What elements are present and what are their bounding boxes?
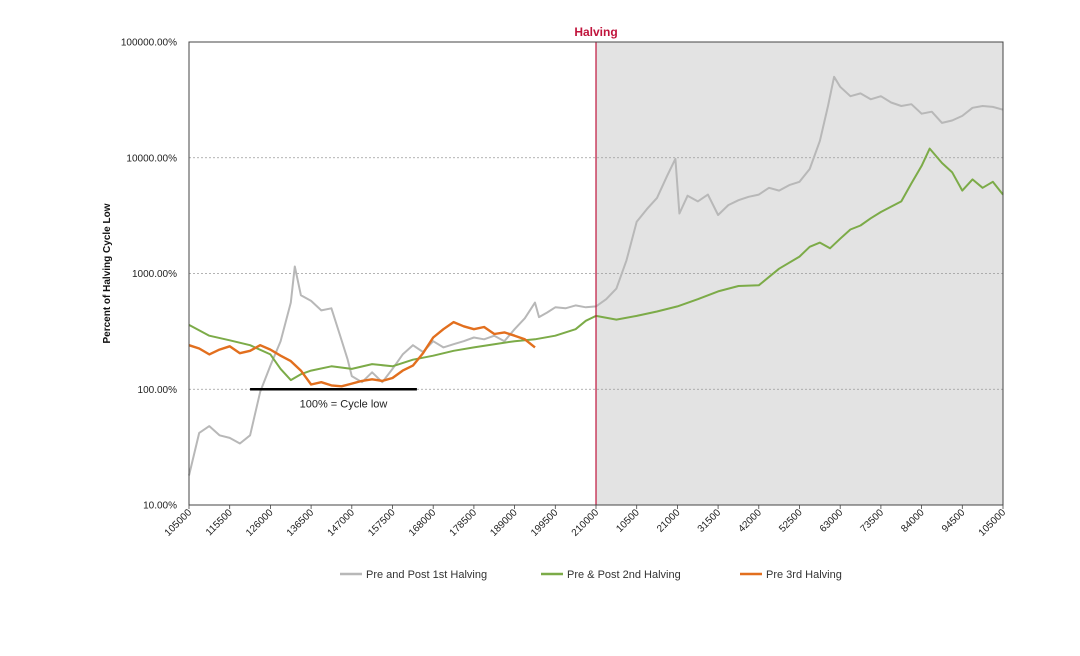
legend-label: Pre 3rd Halving <box>766 569 842 581</box>
legend-label: Pre & Post 2nd Halving <box>567 569 681 581</box>
x-tick-label: 178500 <box>448 507 480 539</box>
post-halving-shading <box>596 42 1003 505</box>
x-tick-label: 94500 <box>940 507 968 535</box>
legend-label: Pre and Post 1st Halving <box>366 569 487 581</box>
x-tick-label: 42000 <box>736 507 764 535</box>
x-tick-label: 126000 <box>244 507 276 539</box>
x-tick-label: 210000 <box>570 507 602 539</box>
x-tick-label: 73500 <box>859 507 887 535</box>
x-tick-label: 157500 <box>366 507 398 539</box>
x-axis: 105000 115500 126000 136500 147000 157500 1680… <box>163 505 1009 539</box>
series-line <box>188 147 1004 382</box>
x-tick-label: 21000 <box>655 507 683 535</box>
x-tick-label: 168000 <box>407 507 439 539</box>
x-tick-label: 10500 <box>614 507 642 535</box>
y-tick-label: 10.00% <box>143 501 177 512</box>
x-tick-label: 189000 <box>488 507 520 539</box>
x-tick-label: 199500 <box>529 507 561 539</box>
cycle-low-annotation-label: 100% = Cycle low <box>300 398 388 410</box>
legend: Pre and Post 1st Halving Pre & Post 2nd H… <box>340 569 842 581</box>
x-tick-label: 147000 <box>326 507 358 539</box>
x-tick-label: 63000 <box>818 507 846 535</box>
x-tick-label: 105000 <box>163 507 195 539</box>
y-tick-label: 100000.00% <box>121 38 177 49</box>
series-line <box>188 75 1004 476</box>
x-tick-label: 115500 <box>204 507 235 538</box>
x-tick-label: 52500 <box>777 507 805 535</box>
series-line <box>188 320 536 388</box>
y-axis: 10.00% 100.00% 1000.00% 10000.00% 100000.00% <box>121 38 177 512</box>
x-tick-label: 31500 <box>696 507 724 535</box>
x-tick-label: 105000 <box>977 507 1009 539</box>
halving-label: Halving <box>574 25 617 39</box>
y-axis-label: Percent of Halving Cycle Low <box>102 203 113 343</box>
y-tick-label: 100.00% <box>138 385 178 396</box>
y-tick-label: 10000.00% <box>126 153 177 164</box>
y-tick-label: 1000.00% <box>132 269 177 280</box>
x-tick-label: 84000 <box>899 507 927 535</box>
series-lines <box>188 75 1004 476</box>
x-tick-label: 136500 <box>285 507 317 539</box>
